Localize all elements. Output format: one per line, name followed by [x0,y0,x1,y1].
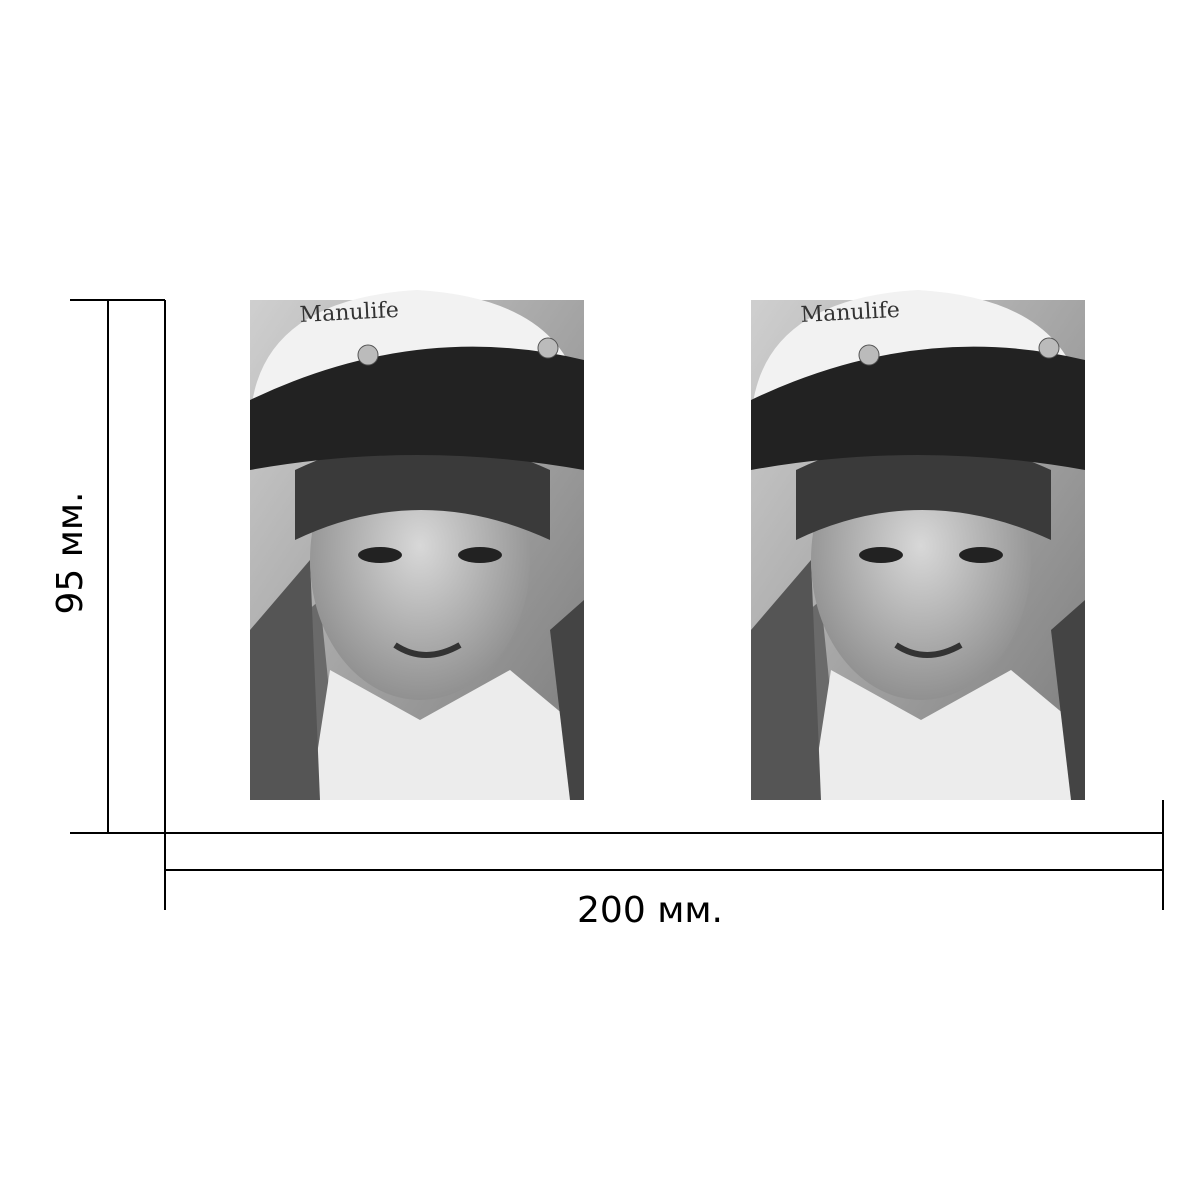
width-label: 200 мм. [577,890,723,931]
width-dimension [164,800,1164,910]
photo: Manulife [250,290,584,800]
helmet-text: Manulife [299,298,399,328]
height-label: 95 мм. [50,491,91,614]
photo: Manulife [751,290,1085,800]
helmet-text: Manulife [800,298,900,328]
height-dimension [70,299,166,834]
